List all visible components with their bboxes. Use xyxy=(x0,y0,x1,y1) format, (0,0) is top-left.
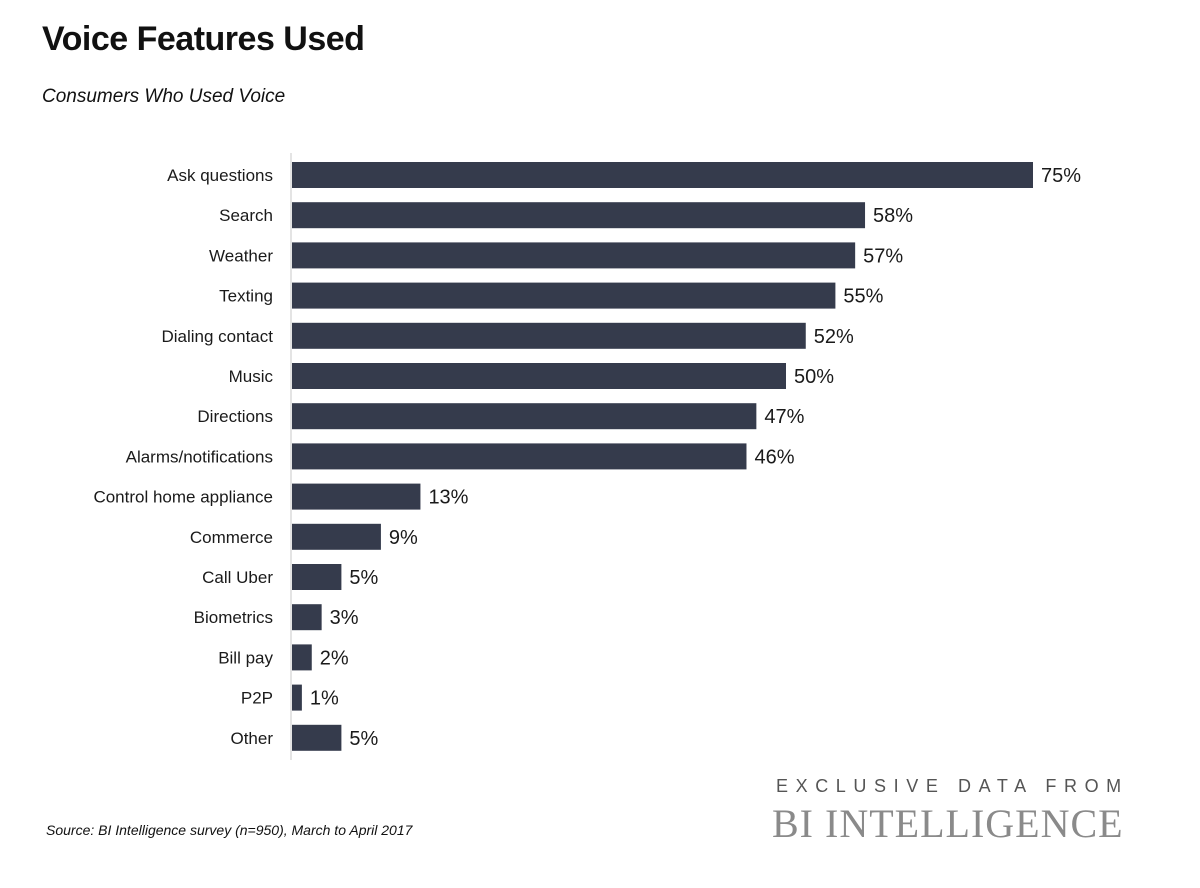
value-label: 46% xyxy=(754,446,794,468)
brand-name: BI INTELLIGENCE xyxy=(772,801,1124,846)
brand-tagline: EXCLUSIVE DATA FROM xyxy=(776,776,1129,796)
value-label: 52% xyxy=(814,326,854,348)
bar xyxy=(292,202,866,229)
category-label: Other xyxy=(230,729,273,748)
category-label: Music xyxy=(229,367,274,386)
value-label: 1% xyxy=(310,688,339,710)
bar xyxy=(292,242,856,269)
value-label: 75% xyxy=(1041,165,1081,187)
bar xyxy=(292,523,381,550)
chart-subtitle: Consumers Who Used Voice xyxy=(42,86,286,107)
value-label: 50% xyxy=(794,366,834,388)
bar xyxy=(292,443,747,470)
value-label: 5% xyxy=(349,567,378,589)
bar xyxy=(292,363,786,389)
bar xyxy=(292,724,342,751)
bar xyxy=(292,483,421,510)
value-label: 58% xyxy=(873,205,913,227)
bar xyxy=(292,644,312,671)
category-label: Alarms/notifications xyxy=(126,447,273,466)
value-label: 47% xyxy=(764,406,804,428)
bar xyxy=(292,564,342,590)
category-label: Commerce xyxy=(190,528,273,547)
category-label: P2P xyxy=(241,689,273,708)
category-label: Directions xyxy=(197,407,273,426)
value-label: 3% xyxy=(330,607,359,629)
bar xyxy=(292,162,1033,188)
category-label: Search xyxy=(219,206,273,225)
category-label: Ask questions xyxy=(167,166,273,185)
bar xyxy=(292,322,806,349)
value-label: 55% xyxy=(843,286,883,308)
category-label: Dialing contact xyxy=(161,327,273,346)
brand-logo: BI INTELLIGENCE xyxy=(772,800,1142,847)
bar xyxy=(292,604,322,631)
category-label: Control home appliance xyxy=(93,488,273,507)
value-label: 13% xyxy=(428,487,468,509)
bar xyxy=(292,403,757,430)
value-label: 57% xyxy=(863,245,903,267)
category-label: Bill pay xyxy=(218,648,273,667)
bars-group: Ask questions 75% Search 58% Weather 57% Texti… xyxy=(93,162,1081,751)
source-note: Source: BI Intelligence survey (n=950), … xyxy=(46,822,413,838)
bar xyxy=(292,282,836,309)
value-label: 9% xyxy=(389,527,418,549)
bar xyxy=(292,684,302,711)
category-label: Texting xyxy=(219,287,273,306)
value-label: 2% xyxy=(320,647,349,669)
category-label: Call Uber xyxy=(202,568,273,587)
category-label: Weather xyxy=(209,246,273,265)
category-label: Biometrics xyxy=(194,608,273,627)
chart-title: Voice Features Used xyxy=(42,20,365,58)
value-label: 5% xyxy=(349,728,378,750)
